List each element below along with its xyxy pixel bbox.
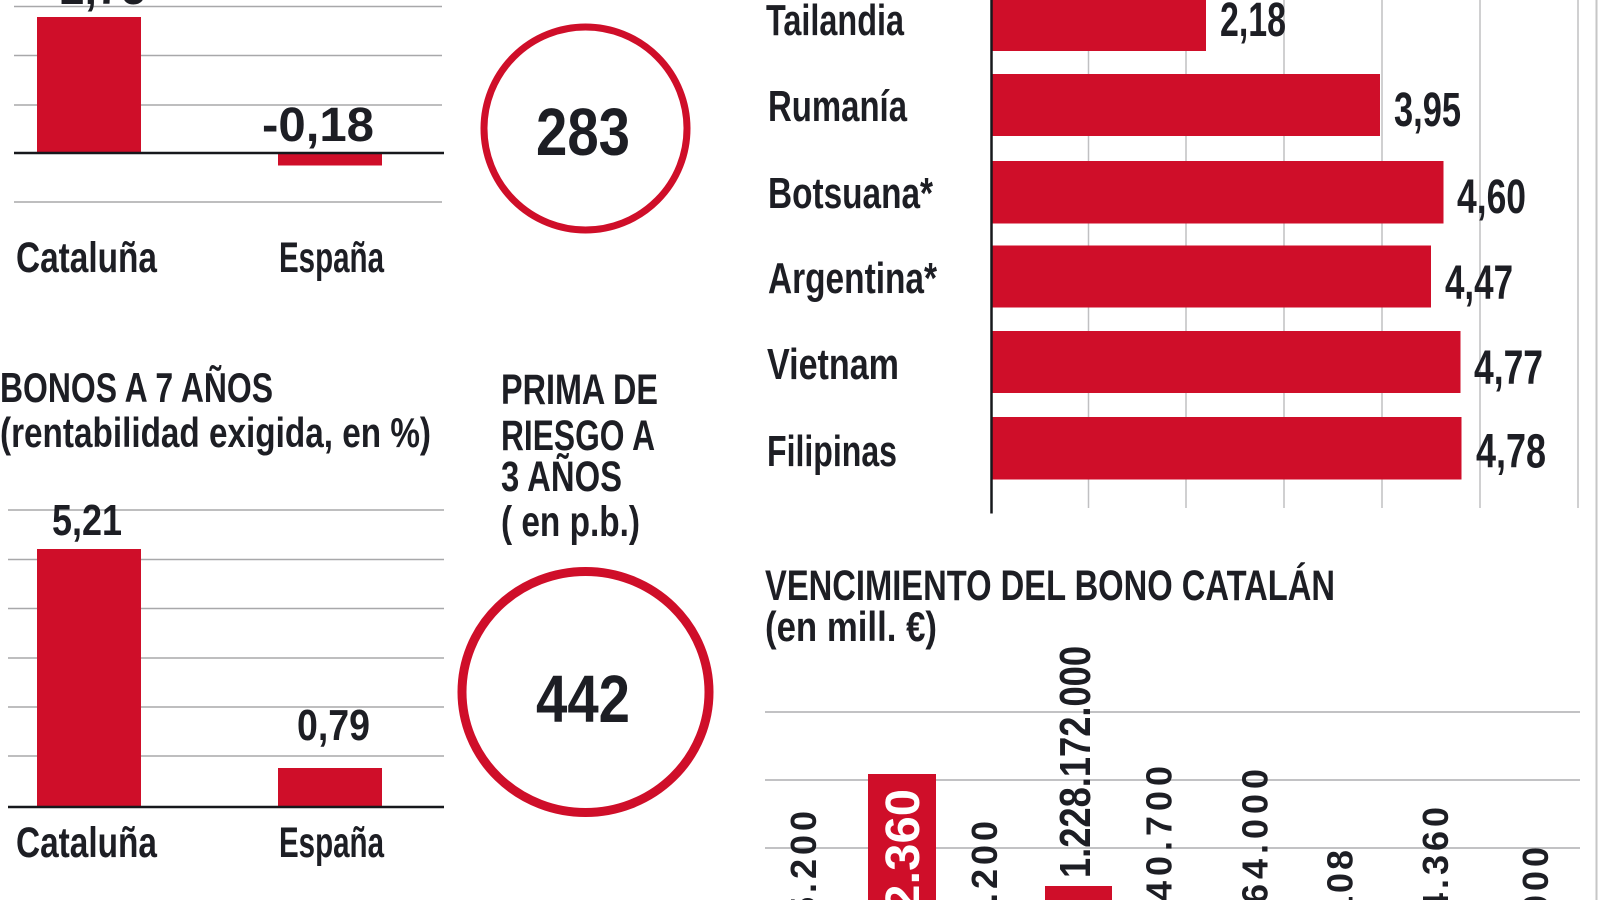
svg-text:Cataluña: Cataluña — [16, 234, 158, 282]
svg-text:BONOS A 7 AÑOS: BONOS A 7 AÑOS — [0, 364, 273, 411]
svg-text:0,79: 0,79 — [297, 701, 370, 750]
svg-text:Cataluña: Cataluña — [16, 819, 158, 867]
svg-text:4,47: 4,47 — [1445, 257, 1513, 310]
svg-text:5,21: 5,21 — [52, 496, 122, 545]
svg-text:España: España — [279, 234, 385, 282]
svg-text:Filipinas: Filipinas — [767, 427, 897, 476]
svg-text:2,18: 2,18 — [1220, 0, 1286, 47]
svg-text:1.228.172.000: 1.228.172.000 — [1051, 646, 1100, 878]
svg-text:442: 442 — [536, 662, 630, 737]
svg-text:20.000: 20.000 — [1515, 847, 1556, 900]
svg-text:-0,18: -0,18 — [262, 99, 374, 152]
svg-text:RIESGO A: RIESGO A — [501, 412, 655, 460]
svg-text:Argentina*: Argentina* — [768, 254, 938, 303]
svg-text:Tailandia: Tailandia — [766, 0, 904, 45]
svg-text:3,95: 3,95 — [1394, 84, 1461, 137]
svg-text:( en p.b.): ( en p.b.) — [501, 498, 640, 546]
svg-text:4,78: 4,78 — [1476, 426, 1546, 479]
svg-text:Botsuana*: Botsuana* — [768, 169, 934, 218]
svg-text:Vietnam: Vietnam — [767, 340, 899, 389]
svg-text:3 AÑOS: 3 AÑOS — [501, 453, 622, 501]
svg-text:22.360: 22.360 — [877, 789, 930, 900]
svg-text:4,60: 4,60 — [1457, 171, 1526, 224]
svg-text:(en mill. €): (en mill. €) — [765, 603, 937, 650]
svg-text:2,75: 2,75 — [60, 0, 146, 15]
svg-text:Rumanía: Rumanía — [768, 82, 907, 131]
svg-text:108: 108 — [1320, 850, 1361, 900]
svg-text:283: 283 — [536, 95, 630, 170]
svg-text:4,77: 4,77 — [1474, 342, 1543, 395]
svg-text:15.200: 15.200 — [964, 821, 1005, 900]
svg-text:PRIMA DE: PRIMA DE — [501, 366, 658, 414]
svg-text:25.200: 25.200 — [783, 811, 824, 900]
svg-text:(rentabilidad exigida, en %): (rentabilidad exigida, en %) — [0, 409, 431, 456]
svg-text:VENCIMIENTO DEL BONO CATALÁN: VENCIMIENTO DEL BONO CATALÁN — [765, 562, 1335, 610]
svg-text:España: España — [279, 819, 385, 867]
